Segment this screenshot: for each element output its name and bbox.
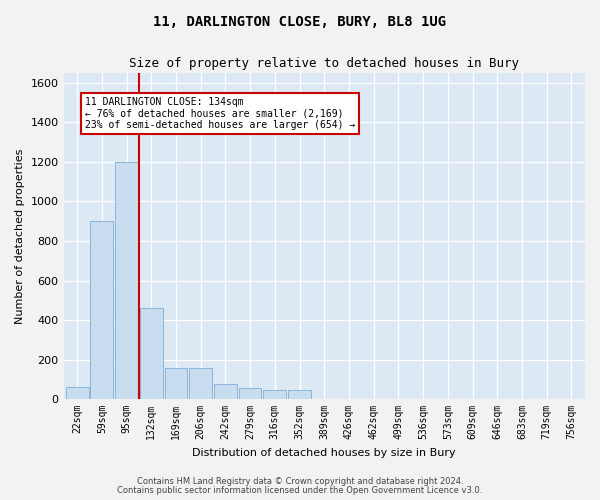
Bar — [66, 387, 89, 399]
Bar — [239, 388, 262, 399]
Bar — [115, 162, 138, 399]
Bar — [263, 390, 286, 399]
Bar — [214, 384, 237, 399]
Text: 11, DARLINGTON CLOSE, BURY, BL8 1UG: 11, DARLINGTON CLOSE, BURY, BL8 1UG — [154, 15, 446, 29]
Bar — [164, 368, 187, 399]
Text: 11 DARLINGTON CLOSE: 134sqm
← 76% of detached houses are smaller (2,169)
23% of : 11 DARLINGTON CLOSE: 134sqm ← 76% of det… — [85, 97, 355, 130]
Title: Size of property relative to detached houses in Bury: Size of property relative to detached ho… — [129, 58, 519, 70]
Bar — [91, 221, 113, 399]
Text: Contains public sector information licensed under the Open Government Licence v3: Contains public sector information licen… — [118, 486, 482, 495]
Text: Contains HM Land Registry data © Crown copyright and database right 2024.: Contains HM Land Registry data © Crown c… — [137, 477, 463, 486]
X-axis label: Distribution of detached houses by size in Bury: Distribution of detached houses by size … — [193, 448, 456, 458]
Bar — [288, 390, 311, 399]
Bar — [190, 368, 212, 399]
Bar — [140, 308, 163, 399]
Y-axis label: Number of detached properties: Number of detached properties — [15, 148, 25, 324]
